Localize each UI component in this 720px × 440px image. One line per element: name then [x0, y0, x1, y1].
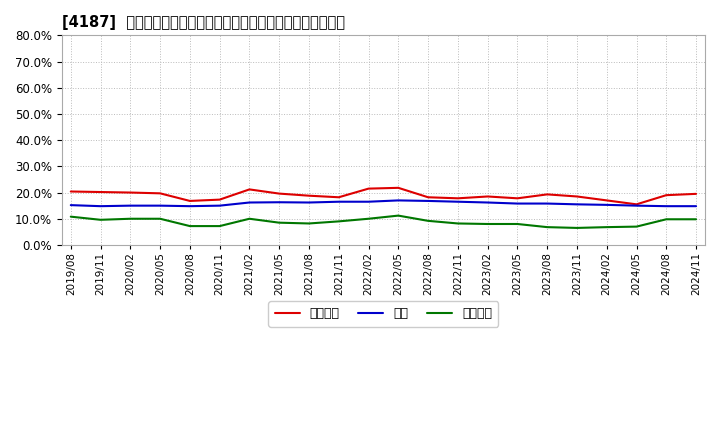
売上債権: [454, 196, 462, 201]
在庫: [394, 198, 402, 203]
売上債権: [66, 189, 75, 194]
在庫: [305, 200, 313, 205]
Line: 在庫: 在庫: [71, 200, 696, 206]
買入債務: [603, 224, 611, 230]
買入債務: [632, 224, 641, 229]
買入債務: [215, 224, 224, 229]
在庫: [156, 203, 164, 208]
売上債権: [394, 185, 402, 191]
売上債権: [662, 193, 670, 198]
買入債務: [305, 221, 313, 226]
買入債務: [454, 221, 462, 226]
在庫: [513, 201, 522, 206]
在庫: [483, 200, 492, 205]
売上債権: [603, 198, 611, 203]
買入債務: [275, 220, 284, 225]
売上債権: [692, 191, 701, 197]
売上債権: [186, 198, 194, 204]
買入債務: [364, 216, 373, 221]
買入債務: [245, 216, 253, 221]
買入債務: [662, 216, 670, 222]
買入債務: [483, 221, 492, 227]
買入債務: [513, 221, 522, 227]
買入債務: [424, 218, 433, 224]
売上債権: [335, 194, 343, 200]
在庫: [543, 201, 552, 206]
Text: [4187]  売上債権、在庫、買入債務の総資産に対する比率の推移: [4187] 売上債権、在庫、買入債務の総資産に対する比率の推移: [62, 15, 345, 30]
買入債務: [126, 216, 135, 221]
売上債権: [572, 194, 581, 199]
在庫: [215, 203, 224, 208]
買入債務: [543, 224, 552, 230]
買入債務: [692, 216, 701, 222]
売上債権: [364, 186, 373, 191]
買入債務: [572, 225, 581, 231]
売上債権: [245, 187, 253, 192]
買入債務: [186, 224, 194, 229]
売上債権: [275, 191, 284, 196]
在庫: [364, 199, 373, 204]
買入債務: [66, 214, 75, 219]
在庫: [572, 202, 581, 207]
在庫: [126, 203, 135, 208]
Legend: 売上債権, 在庫, 買入債務: 売上債権, 在庫, 買入債務: [269, 301, 498, 327]
Line: 売上債権: 売上債権: [71, 188, 696, 204]
売上債権: [215, 197, 224, 202]
売上債権: [96, 189, 105, 194]
在庫: [454, 199, 462, 204]
売上債権: [483, 194, 492, 199]
在庫: [335, 199, 343, 204]
買入債務: [335, 219, 343, 224]
在庫: [424, 198, 433, 204]
買入債務: [96, 217, 105, 223]
売上債権: [632, 202, 641, 207]
在庫: [245, 200, 253, 205]
買入債務: [156, 216, 164, 221]
Line: 買入債務: 買入債務: [71, 216, 696, 228]
売上債権: [305, 193, 313, 198]
売上債権: [513, 196, 522, 201]
買入債務: [394, 213, 402, 218]
売上債権: [543, 192, 552, 197]
在庫: [66, 202, 75, 208]
在庫: [662, 204, 670, 209]
売上債権: [424, 194, 433, 200]
在庫: [603, 202, 611, 208]
売上債権: [126, 190, 135, 195]
在庫: [96, 204, 105, 209]
在庫: [275, 200, 284, 205]
売上債権: [156, 191, 164, 196]
在庫: [186, 204, 194, 209]
在庫: [692, 204, 701, 209]
在庫: [632, 203, 641, 208]
